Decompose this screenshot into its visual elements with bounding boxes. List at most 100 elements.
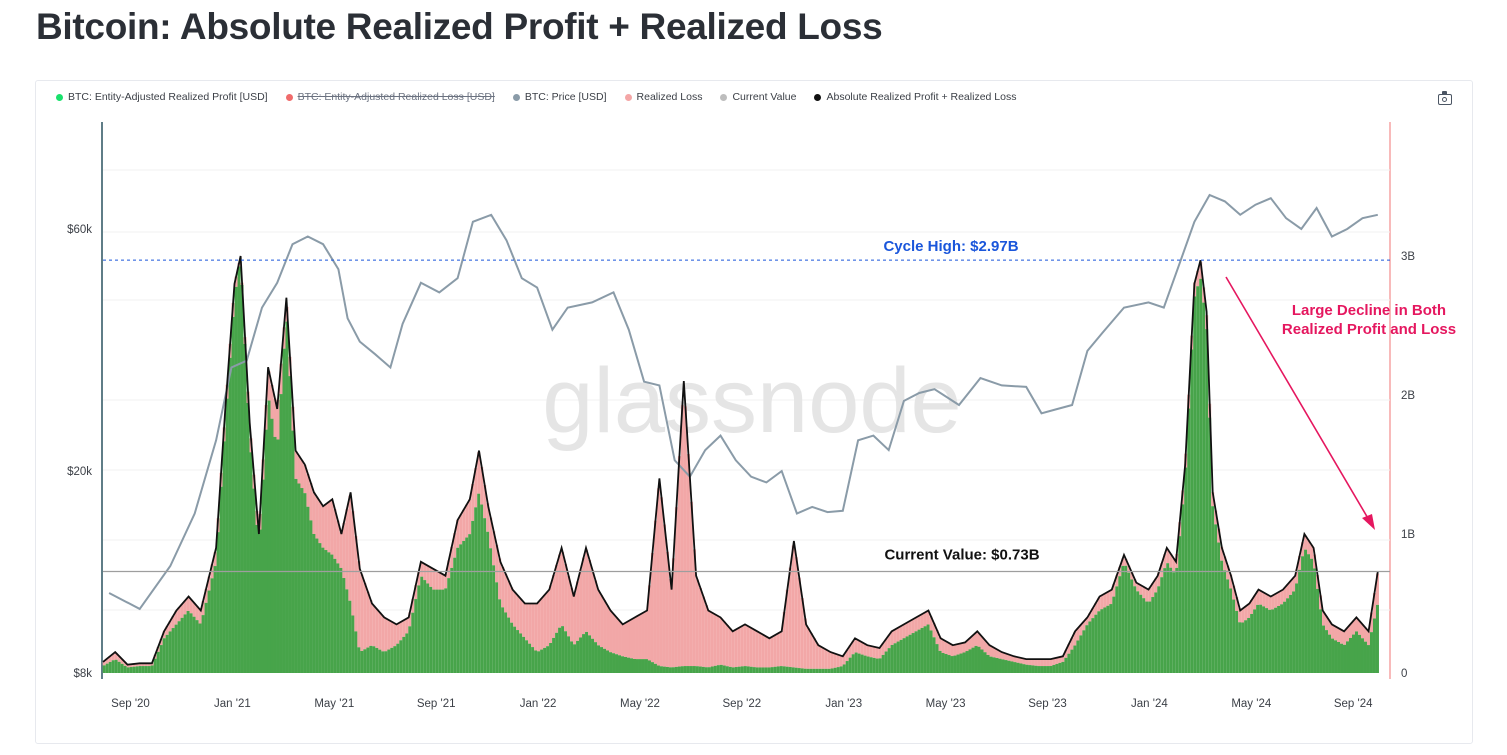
realized-profit-bar: [674, 666, 678, 673]
annotation-line-1: Large Decline in Both: [1292, 302, 1446, 319]
realized-loss-bar: [1046, 659, 1050, 667]
realized-profit-bar: [1337, 642, 1341, 673]
legend-item-absolute-total[interactable]: Absolute Realized Profit + Realized Loss: [814, 91, 1016, 103]
realized-loss-bar: [638, 614, 642, 660]
realized-profit-bar: [1073, 645, 1077, 673]
realized-profit-bar: [1172, 572, 1176, 673]
realized-loss-bar: [1354, 617, 1358, 632]
realized-loss-bar: [171, 615, 175, 629]
realized-profit-bar: [150, 665, 154, 673]
realized-profit-bar: [995, 658, 999, 673]
realized-loss-bar: [585, 549, 589, 632]
realized-loss-bar: [1070, 637, 1074, 650]
realized-loss-bar: [168, 621, 172, 632]
realized-loss-bar: [621, 624, 625, 657]
realized-loss-bar: [1049, 659, 1053, 666]
realized-loss-bar: [1052, 658, 1056, 665]
realized-loss-bar: [1319, 595, 1323, 610]
realized-profit-bar: [1007, 660, 1011, 673]
realized-profit-bar: [363, 649, 367, 673]
realized-profit-bar: [779, 666, 783, 673]
realized-profit-bar: [1232, 599, 1236, 673]
realized-loss-bar: [749, 627, 753, 667]
realized-loss-bar: [600, 595, 604, 648]
realized-profit-bar: [339, 567, 343, 673]
realized-profit-bar: [273, 436, 277, 673]
realized-profit-bar: [1025, 664, 1029, 673]
realized-profit-bar: [785, 666, 789, 673]
realized-loss-bar: [845, 649, 849, 662]
realized-loss-bar: [686, 454, 690, 667]
legend-item-realized-loss[interactable]: BTC: Entity-Adjusted Realized Loss [USD]: [285, 91, 495, 103]
realized-profit-bar: [261, 479, 265, 673]
realized-profit-bar: [1067, 653, 1071, 673]
legend-dot-icon: [285, 93, 293, 101]
realized-profit-bar: [875, 658, 879, 673]
realized-loss-bar: [330, 499, 334, 555]
realized-loss-bar: [1007, 654, 1011, 661]
realized-loss-bar: [132, 663, 136, 667]
realized-profit-bar: [1205, 329, 1209, 673]
realized-profit-bar: [141, 666, 145, 673]
realized-loss-bar: [408, 612, 412, 627]
realized-profit-bar: [504, 612, 508, 673]
realized-profit-bar: [707, 667, 711, 673]
realized-loss-bar: [120, 659, 124, 664]
realized-loss-bar: [647, 585, 651, 661]
realized-profit-bar: [174, 624, 178, 673]
realized-profit-bar: [120, 663, 124, 673]
realized-profit-bar: [1372, 618, 1376, 673]
legend-label: Realized Loss: [636, 91, 703, 103]
realized-profit-bar: [1265, 608, 1269, 673]
x-tick-label: May '21: [314, 698, 354, 710]
realized-profit-bar: [1124, 565, 1128, 673]
realized-profit-bar: [680, 666, 684, 673]
realized-profit-bar: [540, 649, 544, 673]
realized-profit-bar: [1271, 609, 1275, 673]
realized-profit-bar: [285, 321, 289, 673]
realized-profit-bar: [1262, 606, 1266, 673]
realized-loss-bar: [779, 631, 783, 667]
realized-profit-bar: [1181, 504, 1185, 673]
realized-loss-bar: [414, 585, 418, 600]
realized-loss-bar: [656, 488, 660, 666]
realized-profit-bar: [983, 652, 987, 673]
realized-profit-bar: [950, 656, 954, 673]
realized-profit-bar: [929, 630, 933, 673]
realized-loss-bar: [471, 484, 475, 521]
realized-loss-bar: [1220, 546, 1224, 561]
realized-profit-bar: [1052, 664, 1056, 673]
realized-profit-bar: [704, 667, 708, 673]
realized-loss-bar: [689, 501, 693, 667]
realized-profit-bar: [606, 650, 610, 673]
realized-loss-bar: [683, 406, 687, 667]
realized-profit-bar: [579, 637, 583, 673]
realized-loss-bar: [510, 587, 514, 623]
realized-loss-bar: [776, 633, 780, 667]
realized-loss-bar: [213, 552, 217, 567]
realized-loss-bar: [824, 649, 828, 669]
realized-profit-bar: [800, 668, 804, 673]
realized-profit-bar: [1244, 620, 1248, 673]
realized-loss-bar: [899, 625, 903, 640]
realized-loss-bar: [282, 327, 286, 349]
realized-loss-bar: [698, 588, 702, 667]
realized-profit-bar: [1184, 467, 1188, 673]
realized-profit-bar: [243, 343, 247, 673]
legend-item-price[interactable]: BTC: Price [USD]: [512, 91, 607, 103]
realized-profit-bar: [351, 615, 355, 673]
legend-item-current-value[interactable]: Current Value: [720, 91, 796, 103]
realized-profit-bar: [806, 668, 810, 673]
realized-loss-bar: [884, 638, 888, 652]
realized-profit-bar: [117, 661, 121, 673]
realized-loss-bar: [1372, 593, 1376, 619]
realized-profit-bar: [222, 441, 226, 673]
realized-loss-bar: [111, 653, 115, 661]
realized-profit-bar: [294, 478, 298, 673]
legend-item-realized-profit[interactable]: BTC: Entity-Adjusted Realized Profit [US…: [56, 91, 268, 103]
camera-icon[interactable]: [1438, 91, 1452, 105]
legend-item-realized-loss-area[interactable]: Realized Loss: [624, 91, 703, 103]
realized-loss-bar: [591, 570, 595, 639]
realized-loss-bar: [1316, 575, 1320, 589]
realized-profit-bar: [516, 630, 520, 673]
